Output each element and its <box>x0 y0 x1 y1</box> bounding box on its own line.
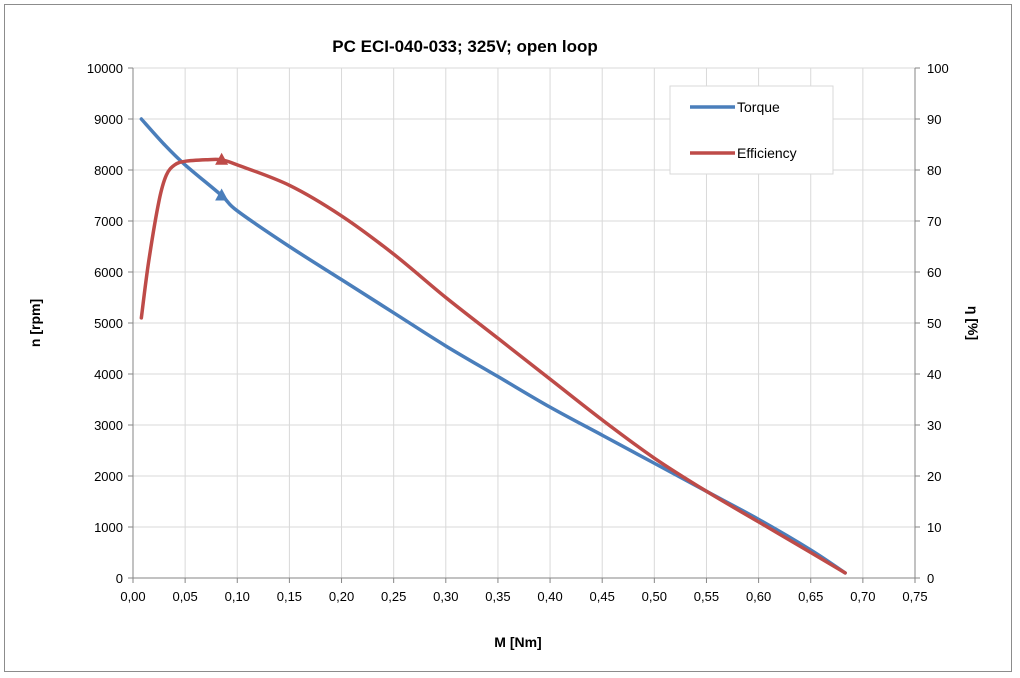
y-tick-label: 0 <box>116 571 123 586</box>
y2-tick-label: 20 <box>927 469 941 484</box>
y2-tick-label: 40 <box>927 367 941 382</box>
y-axis-label: n [rpm] <box>27 299 43 347</box>
y-tick-label: 1000 <box>94 520 123 535</box>
x-tick-label: 0,15 <box>277 589 302 604</box>
y-tick-labels: 0 1000 2000 3000 4000 5000 6000 7000 8000 9000 100… <box>87 61 123 586</box>
axes <box>128 67 920 583</box>
y2-tick-label: 100 <box>927 61 949 76</box>
series-layer <box>139 117 847 575</box>
y-tick-label: 4000 <box>94 367 123 382</box>
x-tick-label: 0,45 <box>590 589 615 604</box>
chart-frame <box>4 4 1012 672</box>
y-tick-label: 6000 <box>94 265 123 280</box>
chart-title: PC ECI-040-033; 325V; open loop <box>332 37 597 56</box>
x-tick-label: 0,65 <box>798 589 823 604</box>
y-tick-label: 3000 <box>94 418 123 433</box>
x-tick-label: 0,20 <box>329 589 354 604</box>
y2-tick-label: 90 <box>927 112 941 127</box>
x-tick-labels: 0,00 0,05 0,10 0,15 0,20 0,25 0,30 0,35 0,40 0,45… <box>120 589 927 604</box>
y-tick-label: 10000 <box>87 61 123 76</box>
x-tick-label: 0,10 <box>225 589 250 604</box>
y2-tick-label: 50 <box>927 316 941 331</box>
y2-tick-label: 60 <box>927 265 941 280</box>
legend-label-efficiency: Efficiency <box>737 145 797 161</box>
y-tick-label: 2000 <box>94 469 123 484</box>
x-tick-label: 0,05 <box>172 589 197 604</box>
y2-tick-label: 30 <box>927 418 941 433</box>
x-tick-label: 0,55 <box>694 589 719 604</box>
x-tick-label: 0,50 <box>642 589 667 604</box>
y2-tick-label: 70 <box>927 214 941 229</box>
y-tick-label: 7000 <box>94 214 123 229</box>
legend: Torque Efficiency <box>669 85 834 175</box>
y2-tick-label: 80 <box>927 163 941 178</box>
y2-tick-label: 10 <box>927 520 941 535</box>
x-tick-label: 0,30 <box>433 589 458 604</box>
legend-box <box>669 85 834 175</box>
y-tick-label: 5000 <box>94 316 123 331</box>
x-tick-label: 0,70 <box>850 589 875 604</box>
x-tick-label: 0,60 <box>746 589 771 604</box>
y-tick-label: 8000 <box>94 163 123 178</box>
y2-tick-label: 0 <box>927 571 934 586</box>
x-tick-label: 0,25 <box>381 589 406 604</box>
x-tick-label: 0,40 <box>537 589 562 604</box>
x-tick-label: 0,75 <box>902 589 927 604</box>
series-line-efficiency <box>139 157 847 575</box>
y2-axis-label: η [%] <box>965 306 981 340</box>
series-marker-efficiency <box>215 152 229 165</box>
y2-tick-labels: 0 10 20 30 40 50 60 70 80 90 100 <box>927 61 949 586</box>
x-tick-label: 0,00 <box>120 589 145 604</box>
x-axis-label: M [Nm] <box>494 634 541 650</box>
legend-label-torque: Torque <box>737 99 780 115</box>
series-marker-torque <box>215 188 229 201</box>
y-tick-label: 9000 <box>94 112 123 127</box>
x-tick-label: 0,35 <box>485 589 510 604</box>
series-line-torque <box>139 117 847 575</box>
